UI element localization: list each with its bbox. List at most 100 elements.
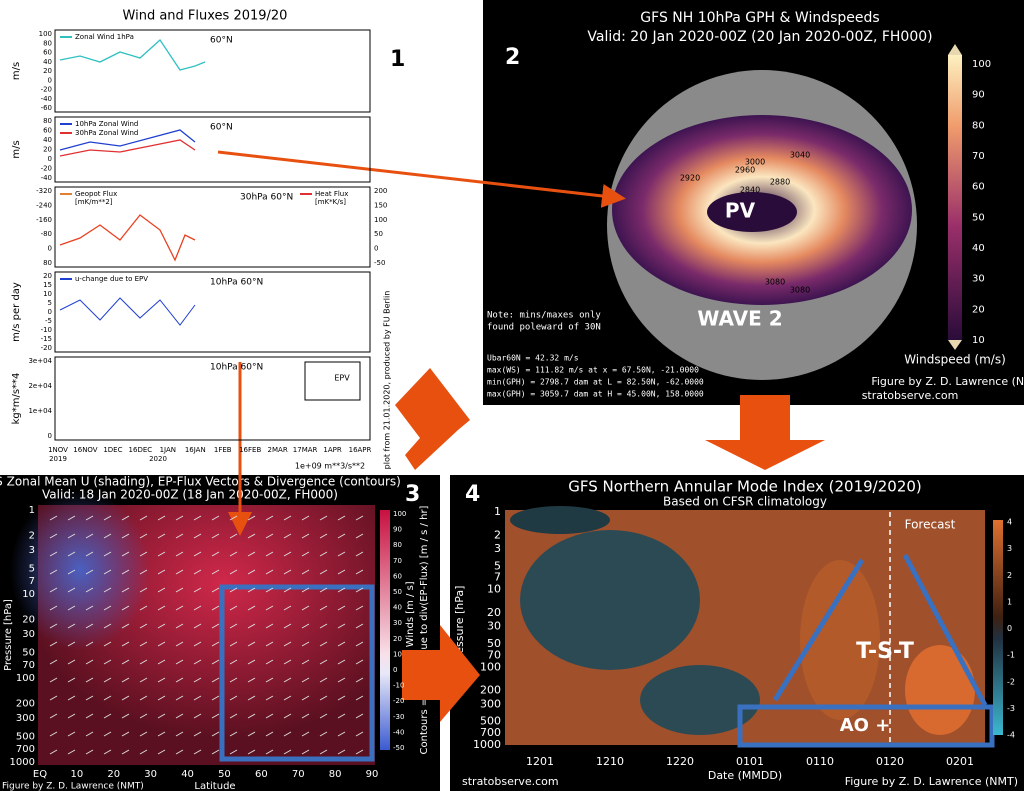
flux-arrow <box>157 677 166 683</box>
x-tick-label: 10 <box>71 769 84 780</box>
panel-title: GFS Zonal Mean U (shading), EP-Flux Vect… <box>0 475 401 489</box>
flux-arrow <box>283 587 292 593</box>
flux-arrow <box>247 677 256 683</box>
flux-arrow <box>211 551 220 557</box>
flux-arrow <box>211 677 220 683</box>
flux-arrow <box>283 641 292 647</box>
flux-arrow <box>265 587 274 593</box>
y-tick-label: 1e+04 <box>28 407 52 415</box>
stat: min(GPH) = 2798.7 dam at L = 82.50N, -62… <box>487 378 704 387</box>
y-tick-label: 1000 <box>473 738 501 751</box>
y-tick-label: 10 <box>43 290 52 298</box>
x-tick-label: 2MAR <box>268 446 288 454</box>
flux-arrow <box>103 641 112 647</box>
y-tick-label: 0 <box>48 245 52 253</box>
flux-arrow <box>229 533 238 539</box>
flux-arrow <box>85 533 94 539</box>
y-tick-label: 80 <box>43 39 52 47</box>
panel-number: 3 <box>405 482 420 507</box>
y-tick-label: -10 <box>41 326 52 334</box>
flux-arrow <box>193 587 202 593</box>
flux-arrow <box>301 533 310 539</box>
flux-arrow <box>193 551 202 557</box>
flux-arrow <box>157 749 166 755</box>
x-tick-label: 30 <box>144 769 157 780</box>
flux-arrow <box>337 587 346 593</box>
flux-arrow <box>193 695 202 701</box>
y-tick-label: 1000 <box>10 757 35 768</box>
panel-4: 4 GFS Northern Annular Mode Index (2019/… <box>450 475 1024 791</box>
credit: Figure by Z. D. Lawrence (NMT) <box>871 375 1024 388</box>
y-tick-label: 30 <box>487 620 501 633</box>
colorbar-tick-label: 40 <box>972 243 985 254</box>
y-tick-label: 15 <box>43 281 52 289</box>
flux-arrow <box>211 641 220 647</box>
y-label: m/s per day <box>11 282 22 342</box>
flux-arrow <box>211 569 220 575</box>
flux-arrow <box>247 731 256 737</box>
flux-arrow <box>319 659 328 665</box>
y-tick-label: 2 <box>29 530 35 541</box>
y-tick-label: 60 <box>43 49 52 57</box>
y-tick-label: 100 <box>480 660 501 673</box>
colorbar-tick-label: -4 <box>1007 731 1015 740</box>
flux-arrow <box>247 713 256 719</box>
flux-arrow <box>247 587 256 593</box>
flux-arrow <box>157 533 166 539</box>
flux-arrow <box>157 515 166 521</box>
flux-arrow <box>211 587 220 593</box>
flux-arrow <box>175 551 184 557</box>
flux-arrow <box>67 695 76 701</box>
colorbar-tick-label: -50 <box>393 744 404 752</box>
legend-label: 30hPa Zonal Wind <box>75 129 138 137</box>
flux-arrow <box>301 515 310 521</box>
x-tick-label: 0201 <box>946 755 974 768</box>
flux-arrow <box>301 659 310 665</box>
flux-arrow <box>175 605 184 611</box>
flux-arrow <box>319 605 328 611</box>
flux-arrow <box>193 569 202 575</box>
flux-arrow <box>67 533 76 539</box>
flux-arrow <box>85 695 94 701</box>
flux-arrow <box>139 623 148 629</box>
flux-arrow <box>67 515 76 521</box>
y2-tick-label: -50 <box>374 259 385 267</box>
panel-3: 3 GFS Zonal Mean U (shading), EP-Flux Ve… <box>0 475 440 791</box>
flux-arrow <box>157 695 166 701</box>
flux-arrow <box>337 551 346 557</box>
colorbar-tick-label: 2 <box>1007 571 1012 580</box>
colorbar-tick-label: 90 <box>972 90 985 101</box>
colorbar-tick-label: -2 <box>1007 677 1015 686</box>
panel-title: GFS NH 10hPa GPH & Windspeeds <box>640 10 879 26</box>
colorbar-label: Contours = u tend. due to div(EP-Flux) [… <box>419 505 430 754</box>
flux-arrow <box>265 695 274 701</box>
colorbar-tick-label: 20 <box>972 304 985 315</box>
flux-arrow <box>319 695 328 701</box>
credit: Figure by Z. D. Lawrence (NMT) <box>845 775 1018 788</box>
flux-arrow <box>121 551 130 557</box>
y-tick-label: 300 <box>480 697 501 710</box>
flux-arrow <box>193 731 202 737</box>
colorbar-tick-label: 10 <box>393 650 402 658</box>
flux-arrow <box>103 677 112 683</box>
flux-arrow <box>301 695 310 701</box>
flux-arrow <box>265 659 274 665</box>
flux-arrow <box>103 605 112 611</box>
flux-arrow <box>355 695 364 701</box>
x-tick-label: 0101 <box>736 755 764 768</box>
flux-arrow <box>121 623 130 629</box>
x-tick-label: 0120 <box>876 755 904 768</box>
flux-arrow <box>355 587 364 593</box>
contour-label: 3080 <box>790 286 810 295</box>
y-tick-label: 500 <box>480 715 501 728</box>
legend-label: 10hPa Zonal Wind <box>75 120 138 128</box>
colorbar-tick-label: -40 <box>393 728 404 736</box>
legend-label: u-change due to EPV <box>75 275 148 283</box>
x-tick-label: 16DEC <box>129 446 153 454</box>
y-tick-label: 40 <box>43 136 52 144</box>
flux-arrow <box>337 713 346 719</box>
colorbar-tick-label: 10 <box>972 335 985 346</box>
flux-arrow <box>211 533 220 539</box>
flux-arrow <box>337 569 346 575</box>
